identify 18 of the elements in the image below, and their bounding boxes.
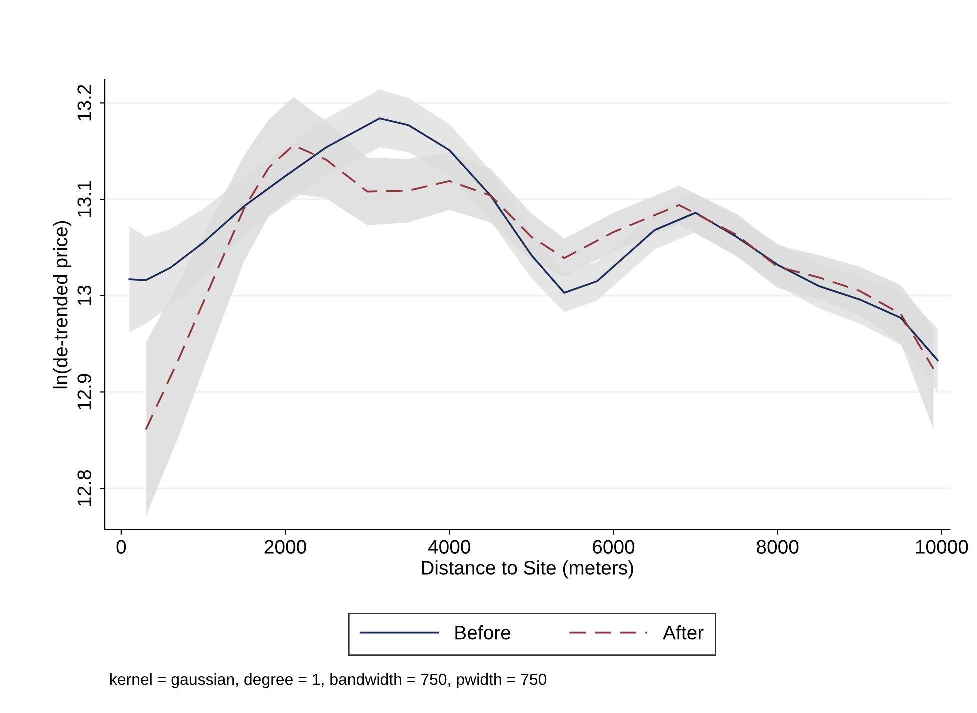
x-tick-label: 10000 [916, 540, 968, 554]
x-axis-title: Distance to Site (meters) [422, 560, 634, 579]
legend-label: Before [456, 626, 511, 640]
y-tick-label: 13.1 [78, 182, 92, 217]
x-tick-label: 6000 [593, 540, 635, 554]
x-tick-label: 8000 [757, 540, 799, 554]
line-series [128, 118, 939, 362]
line-series [145, 144, 935, 431]
y-tick-label: 13.2 [78, 85, 92, 121]
y-axis-title: ln(de-trended price) [54, 221, 72, 389]
y-tick-label: 13 [78, 286, 92, 306]
x-tick-label: 2000 [264, 540, 306, 554]
text: kernel = gaussian, degree = 1, bandwidth = 750, pwidth = 750 [110, 673, 547, 688]
legend-label: After [663, 626, 704, 640]
y-tick-label: 12.8 [78, 470, 92, 506]
y-tick-label: 12.9 [78, 374, 92, 410]
x-tick-label: 4000 [428, 540, 471, 554]
x-tick-label: 0 [116, 540, 126, 554]
